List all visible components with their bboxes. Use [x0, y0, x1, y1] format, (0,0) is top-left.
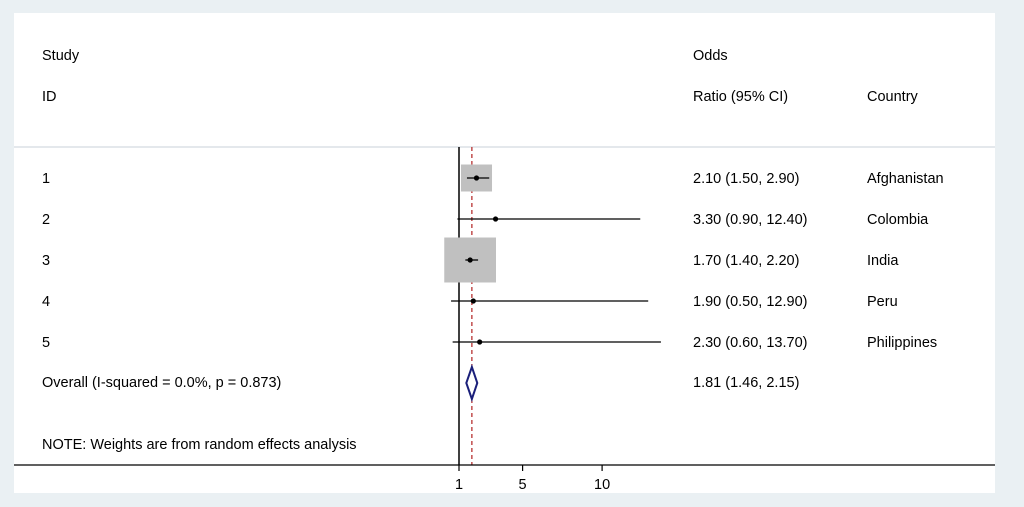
overall-diamond — [465, 363, 479, 403]
ci-label: 3.30 (0.90, 12.40) — [693, 212, 807, 228]
study-id: 5 — [42, 335, 50, 351]
header-ratio-ci: Ratio (95% CI) — [693, 89, 788, 105]
point-estimate — [492, 216, 499, 222]
country-label: India — [867, 253, 899, 269]
x-tick-label: 1 — [455, 477, 463, 493]
point-estimate — [477, 339, 483, 345]
study-row: 3 1.70 (1.40, 2.20) India — [42, 237, 899, 283]
study-rows: 1 2.10 (1.50, 2.90) Afghanistan 2 3.30 (0.90… — [42, 147, 944, 465]
country-label: Colombia — [867, 212, 929, 228]
x-axis: 1 5 10 — [14, 464, 995, 493]
header-study: Study — [42, 48, 80, 64]
study-id: 4 — [42, 294, 50, 310]
overall-row: Overall (I-squared = 0.0%, p = 0.873) 1.… — [42, 363, 799, 403]
study-row: 4 1.90 (0.50, 12.90) Peru — [42, 294, 898, 310]
study-row: 1 2.10 (1.50, 2.90) Afghanistan — [42, 164, 944, 192]
country-label: Peru — [867, 294, 898, 310]
study-id: 1 — [42, 171, 50, 187]
ci-label: 2.10 (1.50, 2.90) — [693, 171, 799, 187]
point-estimate — [470, 298, 476, 304]
study-id: 3 — [42, 253, 50, 269]
weights-note: NOTE: Weights are from random effects an… — [42, 437, 357, 453]
ci-label: 1.70 (1.40, 2.20) — [693, 253, 799, 269]
overall-label: Overall (I-squared = 0.0%, p = 0.873) — [42, 375, 281, 391]
country-label: Afghanistan — [867, 171, 944, 187]
x-tick-label: 10 — [594, 477, 610, 493]
plot-panel — [14, 13, 995, 493]
header: Study ID Odds Ratio (95% CI) Country — [42, 48, 919, 105]
country-label: Philippines — [867, 335, 937, 351]
overall-ci-label: 1.81 (1.46, 2.15) — [693, 375, 799, 391]
header-odds: Odds — [693, 48, 728, 64]
header-country: Country — [867, 89, 919, 105]
study-row: 5 2.30 (0.60, 13.70) Philippines — [42, 335, 937, 351]
study-row: 2 3.30 (0.90, 12.40) Colombia — [42, 212, 929, 228]
header-id: ID — [42, 89, 57, 105]
point-estimate — [467, 257, 473, 263]
ci-label: 1.90 (0.50, 12.90) — [693, 294, 807, 310]
point-estimate — [473, 175, 480, 181]
study-id: 2 — [42, 212, 50, 228]
ci-label: 2.30 (0.60, 13.70) — [693, 335, 807, 351]
x-tick-label: 5 — [519, 477, 527, 493]
